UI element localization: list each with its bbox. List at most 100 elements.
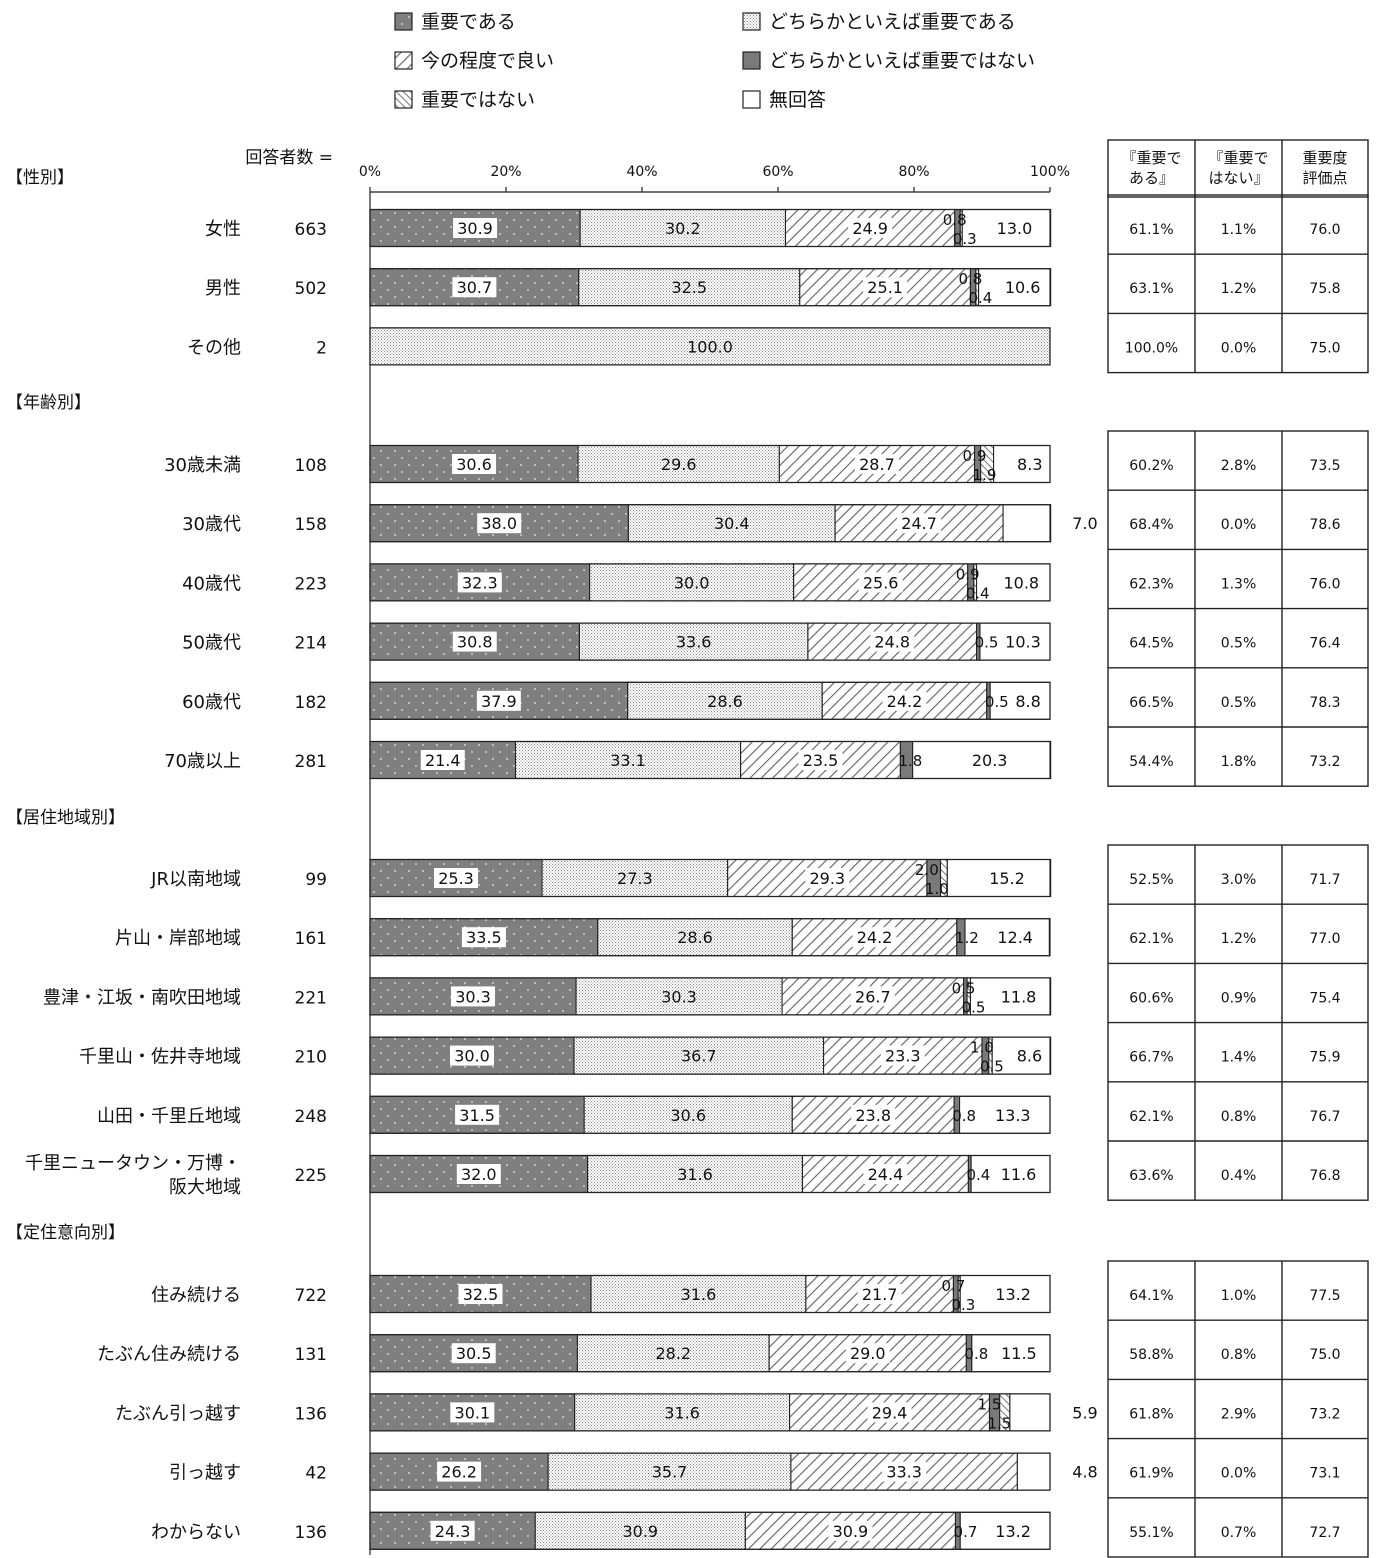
table-cell: 1.3% (1221, 576, 1257, 592)
data-label: 24.2 (887, 692, 923, 711)
label-bg (857, 1284, 902, 1304)
data-label: 24.2 (857, 928, 893, 947)
table-cell: 2.9% (1221, 1406, 1257, 1422)
data-label: 4.8 (1072, 1463, 1097, 1482)
data-label: 100.0 (687, 337, 733, 356)
row-label: わからない (151, 1522, 241, 1543)
respondent-count: 161 (295, 929, 327, 949)
label-bg (451, 986, 496, 1007)
bar-outline (369, 1511, 1051, 1550)
respondent-count: 2 (316, 338, 327, 358)
data-label: 30.6 (670, 1106, 706, 1125)
table-cell: 0.5% (1221, 636, 1257, 652)
bar-segment (578, 622, 809, 661)
table-cell: 52.5% (1129, 872, 1173, 888)
table-cell: 61.9% (1129, 1466, 1173, 1482)
bar-outline (369, 1334, 1051, 1373)
data-label: 30.7 (457, 278, 493, 297)
data-label: 0.7 (954, 1523, 978, 1541)
data-label: 26.2 (441, 1463, 477, 1482)
data-label: 30.9 (833, 1522, 869, 1541)
data-label: 0.7 (941, 1277, 965, 1295)
table-cell: 1.4% (1221, 1050, 1257, 1066)
table-cell: 63.1% (1129, 281, 1173, 297)
label-bg (420, 750, 465, 770)
respondent-count: 722 (295, 1286, 327, 1306)
legend-label: 無回答 (769, 89, 826, 111)
table-cell: 77.0 (1309, 931, 1340, 947)
label-bg (455, 1104, 500, 1125)
data-label: 30.9 (622, 1522, 658, 1541)
bar-outline (369, 681, 1051, 720)
data-label: 1.9 (973, 466, 997, 484)
table-cell: 2.8% (1221, 458, 1257, 474)
row-label: たぶん引っ越す (115, 1403, 241, 1424)
data-label: 30.5 (456, 1344, 492, 1363)
bar-segment (961, 208, 1052, 248)
data-label: 25.1 (867, 278, 903, 297)
table-cell: 76.0 (1309, 222, 1340, 238)
data-label: 0.5 (962, 998, 986, 1016)
table-cell: 0.8% (1221, 1109, 1257, 1125)
data-label: 23.3 (885, 1047, 921, 1066)
data-label: 38.0 (481, 514, 517, 533)
data-label: 0.3 (951, 1296, 975, 1314)
bar-outline (369, 268, 1051, 307)
table-cell: 55.1% (1129, 1525, 1173, 1541)
group-heading: 【居住地域別】 (6, 808, 125, 828)
data-label: 1.8 (898, 752, 922, 770)
table-cell: 75.0 (1309, 1347, 1340, 1363)
data-label: 8.3 (1017, 455, 1042, 474)
data-label: 30.1 (455, 1403, 491, 1422)
data-label: 25.3 (438, 869, 474, 888)
label-bg (477, 513, 522, 534)
table-cell: 61.1% (1129, 222, 1173, 238)
bar-segment (574, 1393, 791, 1432)
respondent-count: 210 (295, 1048, 327, 1068)
data-label: 23.8 (855, 1106, 891, 1125)
bar-outline (369, 918, 1051, 957)
bar-segment (579, 208, 787, 248)
group-heading: 【年齢別】 (6, 393, 91, 413)
data-label: 24.3 (435, 1522, 471, 1541)
table-cell: 73.5 (1309, 458, 1340, 474)
legend-label: 重要である (421, 11, 516, 33)
respondents-label: 回答者数 = (245, 148, 333, 168)
label-bg (461, 927, 506, 948)
label-bg (845, 1343, 890, 1364)
respondent-count: 281 (295, 752, 327, 772)
bar-outline (369, 208, 1051, 248)
bar-outline (369, 1452, 1051, 1491)
row-label: 山田・千里丘地域 (97, 1106, 241, 1127)
table-cell: 64.5% (1129, 636, 1173, 652)
table-cell: 78.6 (1309, 517, 1340, 533)
label-bg (854, 454, 899, 474)
data-label: 0.4 (966, 584, 990, 602)
label-bg (457, 572, 502, 593)
table-cell: 68.4% (1129, 517, 1173, 533)
table-cell: 62.3% (1129, 576, 1173, 592)
legend-swatch (742, 90, 761, 109)
data-label: 0.5 (952, 979, 976, 997)
bar-outline (369, 327, 1051, 366)
table-header: 『重要ではない』 (1208, 149, 1268, 187)
data-label: 10.8 (1003, 573, 1039, 592)
data-label: 0.9 (963, 447, 987, 465)
data-label: 32.5 (671, 278, 707, 297)
data-label: 33.6 (676, 633, 712, 652)
data-label: 28.7 (859, 455, 895, 474)
data-label: 26.7 (855, 987, 891, 1006)
legend-swatch (394, 51, 413, 70)
data-label: 7.0 (1072, 514, 1097, 533)
respondent-count: 182 (295, 693, 327, 713)
data-label: 1.2 (955, 929, 979, 947)
data-label: 36.7 (681, 1047, 717, 1066)
bar-outline (369, 622, 1051, 661)
label-bg (798, 750, 843, 770)
row-label: 千里ニュータウン・万博・阪大地域 (25, 1153, 241, 1198)
data-label: 13.0 (997, 219, 1033, 238)
row-label: 70歳以上 (164, 751, 241, 772)
